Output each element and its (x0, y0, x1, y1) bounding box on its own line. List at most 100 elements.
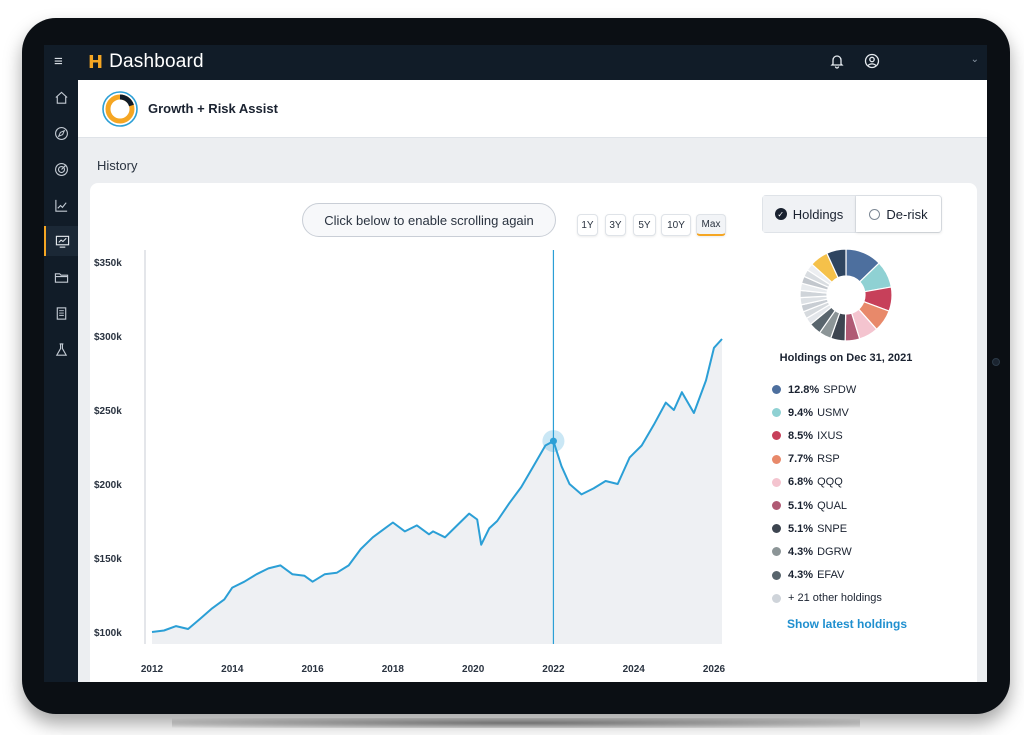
y-tick-label: $350k (94, 258, 122, 269)
cursor-point (549, 437, 557, 445)
view-toggle: ✓ Holdings De-risk (762, 195, 942, 233)
legend-item[interactable]: 9.4% USMV (772, 401, 882, 424)
range-5y-button[interactable]: 5Y (633, 214, 656, 236)
x-tick-label: 2022 (542, 664, 565, 675)
section-title: History (97, 158, 138, 173)
legend-ticker: RSP (817, 453, 840, 466)
legend-other-label: + 21 other holdings (788, 592, 882, 605)
series-area (152, 339, 722, 644)
legend-pct: 4.3% (788, 569, 814, 582)
legend-item-other[interactable]: + 21 other holdings (772, 587, 882, 610)
line-chart-icon (54, 199, 67, 212)
legend-pct: 5.1% (788, 522, 814, 535)
y-tick-label: $100k (94, 628, 122, 639)
sidebar-item-history[interactable] (44, 226, 78, 256)
legend-pct: 8.5% (788, 429, 814, 442)
camera (992, 358, 1000, 366)
legend-ticker: SPDW (823, 383, 857, 396)
legend-item[interactable]: 5.1% SNPE (772, 517, 882, 540)
legend-pct: 4.3% (788, 545, 814, 558)
legend-swatch (772, 477, 781, 487)
document-icon (56, 306, 66, 320)
chevron-down-icon[interactable]: ⌄ (970, 54, 979, 65)
y-tick-label: $250k (94, 406, 122, 417)
brand-logo-icon: H (88, 51, 104, 73)
holdings-toggle[interactable]: ✓ Holdings (763, 196, 856, 232)
legend-ticker: QQQ (817, 476, 843, 489)
legend-item[interactable]: 5.1% QUAL (772, 494, 882, 517)
holdings-donut-chart[interactable] (796, 245, 896, 345)
legend-swatch (772, 593, 781, 603)
legend-swatch (772, 501, 781, 511)
legend-ticker: SNPE (817, 522, 848, 535)
derisk-toggle-label: De-risk (886, 206, 928, 222)
holdings-toggle-label: Holdings (792, 206, 844, 222)
legend-pct: 6.8% (788, 476, 814, 489)
sidebar-item-home[interactable] (44, 82, 78, 112)
target-icon (54, 162, 68, 176)
legend-ticker: QUAL (817, 499, 848, 512)
holdings-date-title: Holdings on Dec 31, 2021 (779, 352, 913, 364)
sidebar-item-accounts[interactable] (44, 262, 78, 292)
menu-icon[interactable]: ≡ (54, 53, 63, 70)
legend-swatch (772, 431, 781, 441)
app-screen: ≡ H Dashboard ⌄ (44, 45, 987, 682)
legend-swatch (772, 408, 781, 418)
legend-item[interactable]: 4.3% EFAV (772, 564, 882, 587)
sidebar-item-labs[interactable] (44, 334, 78, 364)
monitor-chart-icon (55, 235, 69, 248)
check-circle-icon: ✓ (774, 208, 787, 220)
home-icon (54, 91, 68, 104)
bell-icon[interactable] (829, 53, 845, 69)
range-10y-button[interactable]: 10Y (661, 214, 691, 236)
legend-pct: 9.4% (788, 406, 814, 419)
y-tick-label: $150k (94, 554, 122, 565)
legend-swatch (772, 385, 781, 395)
radio-icon (869, 208, 881, 220)
legend-pct: 12.8% (788, 383, 820, 396)
product-header: Growth + Risk Assist (78, 80, 987, 138)
range-3y-button[interactable]: 3Y (605, 214, 626, 236)
top-bar: ≡ H Dashboard ⌄ (44, 45, 987, 80)
x-tick-label: 2014 (221, 664, 244, 675)
derisk-toggle[interactable]: De-risk (856, 196, 941, 232)
enable-scrolling-button[interactable]: Click below to enable scrolling again (302, 203, 556, 237)
show-latest-holdings-link[interactable]: Show latest holdings (786, 617, 907, 631)
sidebar-item-documents[interactable] (44, 298, 78, 328)
legend-swatch (772, 570, 781, 580)
donut-slice-other (826, 248, 847, 279)
range-1y-button[interactable]: 1Y (577, 214, 598, 236)
legend-ticker: IXUS (817, 429, 843, 442)
x-tick-label: 2016 (301, 664, 324, 675)
folder-icon (54, 272, 68, 283)
legend-item[interactable]: 12.8% SPDW (772, 378, 882, 401)
legend-item[interactable]: 6.8% QQQ (772, 471, 882, 494)
series-line (151, 338, 723, 633)
legend-item[interactable]: 8.5% IXUS (772, 424, 882, 447)
y-tick-label: $300k (94, 332, 122, 343)
sidebar-item-explore[interactable] (44, 118, 78, 148)
app-title: Dashboard (109, 51, 204, 72)
legend-ticker: EFAV (817, 569, 845, 582)
holdings-legend: 12.8% SPDW 9.4% USMV 8.5% IXUS 7.7% RSP 6.8%… (772, 378, 882, 610)
legend-swatch (772, 454, 781, 464)
legend-ticker: USMV (817, 406, 849, 419)
x-tick-label: 2024 (623, 664, 646, 675)
brand[interactable]: H Dashboard (88, 51, 204, 73)
legend-pct: 5.1% (788, 499, 814, 512)
sidebar-item-goals[interactable] (44, 154, 78, 184)
history-chart[interactable]: $350k $300k $250k $200k $150k $100k 2012 2014 20… (90, 240, 730, 680)
product-title: Growth + Risk Assist (148, 101, 278, 116)
legend-item[interactable]: 7.7% RSP (772, 448, 882, 471)
legend-swatch (772, 547, 781, 557)
legend-ticker: DGRW (817, 545, 852, 558)
user-icon[interactable] (864, 53, 880, 69)
range-max-button[interactable]: Max (696, 214, 726, 236)
legend-pct: 7.7% (788, 453, 814, 466)
x-tick-label: 2012 (141, 664, 164, 675)
product-logo-icon (102, 91, 138, 127)
legend-swatch (772, 524, 781, 534)
compass-icon (54, 126, 68, 140)
legend-item[interactable]: 4.3% DGRW (772, 540, 882, 563)
sidebar-item-performance[interactable] (44, 190, 78, 220)
